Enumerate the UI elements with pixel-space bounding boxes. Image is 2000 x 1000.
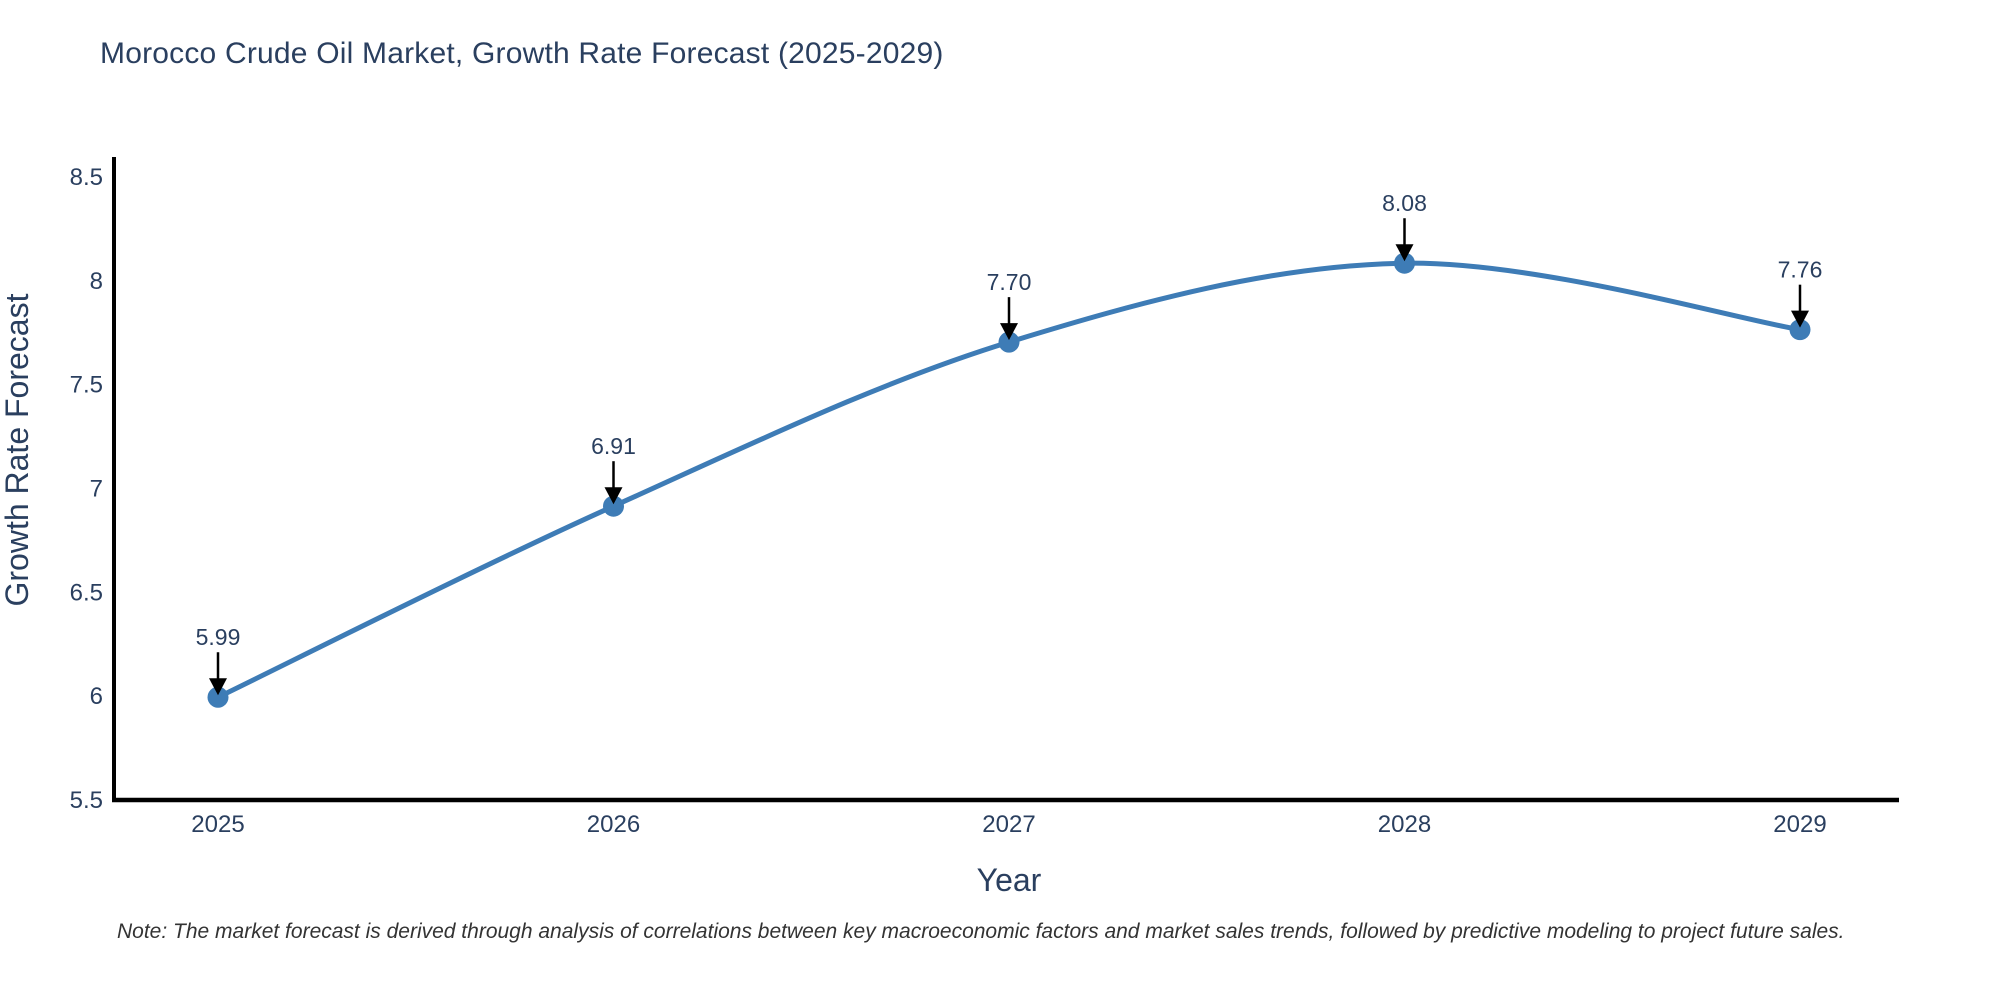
footnote: Note: The market forecast is derived thr… (117, 920, 1845, 943)
data-point-marker (603, 495, 624, 517)
data-point-marker (207, 686, 229, 708)
point-value-label: 7.70 (987, 269, 1032, 295)
data-point-marker (998, 331, 1020, 353)
annotation-arrowhead (1395, 244, 1414, 262)
point-value-label: 6.91 (591, 433, 636, 459)
y-tick-label: 7 (90, 476, 103, 503)
y-tick-label: 5.5 (70, 787, 103, 814)
tick-labels-layer: 5.5 6 6.5 7 7.5 8 8.5 2025 2026 2027 2028 2029 (70, 164, 1827, 838)
chart-title: Morocco Crude Oil Market, Growth Rate Fo… (100, 37, 944, 70)
y-tick-label: 7.5 (70, 372, 103, 399)
point-value-label: 7.76 (1778, 257, 1823, 283)
annotation-arrowhead (1791, 310, 1809, 328)
annotation-arrowhead (1000, 323, 1018, 341)
data-point-marker (1394, 252, 1415, 274)
y-tick-label: 6.5 (70, 579, 103, 606)
point-value-label: 5.99 (196, 624, 241, 650)
annotation-arrowhead (209, 678, 227, 696)
y-tick-label: 8 (90, 268, 103, 295)
data-point-marker (1789, 319, 1811, 341)
x-tick-label: 2027 (982, 811, 1035, 838)
y-tick-label: 6 (90, 683, 103, 710)
axes-layer (112, 157, 1899, 803)
y-tick-label: 8.5 (70, 164, 103, 191)
series-layer (207, 252, 1811, 708)
annotation-arrowhead (604, 487, 623, 505)
x-tick-label: 2028 (1378, 811, 1431, 838)
x-tick-label: 2029 (1773, 811, 1826, 838)
annotations-layer: 5.99 6.91 7.70 8.08 7.76 (196, 190, 1823, 696)
x-tick-label: 2025 (191, 811, 244, 838)
y-axis-title: Growth Rate Forecast (0, 293, 35, 606)
x-axis-title: Year (977, 862, 1042, 898)
point-value-label: 8.08 (1382, 190, 1427, 216)
x-tick-label: 2026 (587, 811, 640, 838)
